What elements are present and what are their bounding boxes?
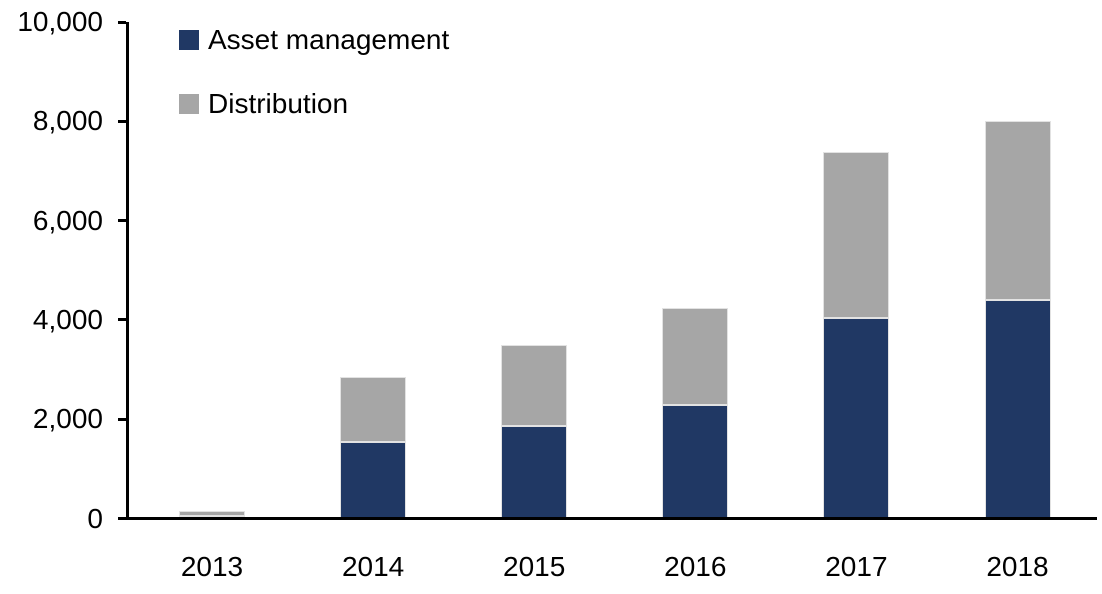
bar-segment-asset-management bbox=[984, 299, 1051, 519]
y-axis-tick-label: 6,000 bbox=[32, 204, 103, 236]
legend-label: Asset management bbox=[208, 24, 450, 55]
y-axis-tick bbox=[118, 417, 126, 421]
bar-segment-distribution bbox=[662, 307, 729, 405]
y-axis-tick-label: 4,000 bbox=[32, 303, 103, 335]
y-axis-tick bbox=[118, 318, 126, 322]
y-axis-tick bbox=[118, 219, 126, 223]
x-axis-line bbox=[118, 517, 1097, 520]
x-axis-category-label: 2016 bbox=[664, 551, 727, 582]
x-axis-category-label: 2017 bbox=[825, 551, 888, 582]
bar-segment-asset-management bbox=[662, 404, 729, 519]
y-axis-tick-label: 8,000 bbox=[32, 105, 103, 137]
legend-color-swatch bbox=[179, 94, 199, 114]
bar-segment-asset-management bbox=[823, 317, 890, 519]
bar-segment-distribution bbox=[984, 121, 1051, 300]
x-axis-category-label: 2015 bbox=[503, 551, 566, 582]
y-axis-tick bbox=[118, 20, 126, 24]
x-axis-category-label: 2018 bbox=[986, 551, 1049, 582]
bar-segment-distribution bbox=[179, 510, 245, 516]
bar-segment-asset-management bbox=[501, 425, 568, 519]
bar-segment-distribution bbox=[823, 152, 890, 318]
y-axis-tick-label: 0 bbox=[87, 502, 103, 534]
x-axis-category-label: 2013 bbox=[180, 551, 244, 582]
bar-segment-distribution bbox=[340, 376, 407, 443]
legend-item: Asset management bbox=[179, 24, 449, 55]
bar-segment-asset-management bbox=[340, 442, 407, 519]
y-axis-tick bbox=[118, 119, 126, 123]
x-axis-category-label: 2014 bbox=[341, 551, 405, 582]
legend-item: Distribution bbox=[179, 88, 348, 119]
y-axis-tick-label: 2,000 bbox=[32, 403, 103, 435]
y-axis-tick-label: 10,000 bbox=[17, 6, 103, 37]
y-axis-line bbox=[126, 22, 129, 520]
bar-segment-distribution bbox=[501, 344, 568, 426]
legend-color-swatch bbox=[179, 30, 199, 50]
legend-label: Distribution bbox=[208, 88, 349, 119]
